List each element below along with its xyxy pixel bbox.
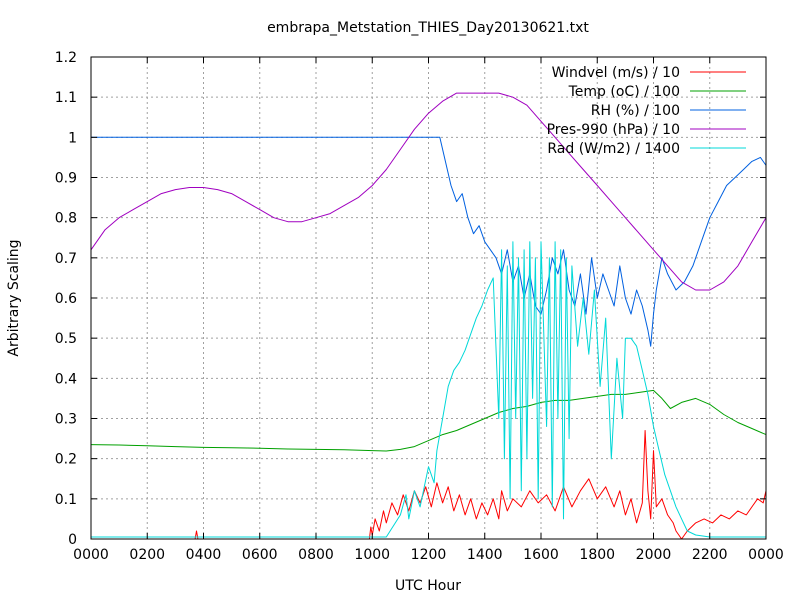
series-line-2: [90, 389, 767, 452]
x-tick-label: 0800: [298, 547, 334, 563]
series-line-4: [90, 92, 767, 291]
legend-label: Rad (W/m2) / 1400: [547, 141, 680, 157]
series-line-1: [91, 430, 767, 540]
x-tick-label: 1800: [579, 547, 615, 563]
y-tick-label: 0.4: [55, 371, 77, 387]
x-tick-label: 2200: [692, 547, 728, 563]
x-tick-label: 0000: [73, 547, 109, 563]
y-tick-label: 0.3: [55, 412, 77, 428]
series-line-5: [91, 241, 766, 538]
chart-title: embrapa_Metstation_THIES_Day20130621.txt: [267, 20, 589, 36]
tick-labels: 0000 0200 0400 0600 0800 1000 1200 1400 1600 1800…: [55, 50, 784, 563]
y-tick-label: 0.2: [55, 452, 77, 468]
ticks: [90, 56, 767, 540]
y-tick-label: 0.5: [55, 331, 77, 347]
legend-label: Pres-990 (hPa) / 10: [547, 122, 680, 138]
x-tick-label: 0400: [186, 547, 222, 563]
x-tick-label: 1000: [354, 547, 390, 563]
y-tick-label: 0.6: [55, 291, 77, 307]
x-axis-title: UTC Hour: [395, 578, 461, 594]
y-tick-label: 1.2: [55, 50, 77, 66]
y-tick-label: 0: [68, 532, 77, 548]
x-tick-label: 2000: [636, 547, 672, 563]
x-tick-label: 0600: [242, 547, 278, 563]
y-axis-title: Arbitrary Scaling: [6, 239, 22, 356]
legend-label: RH (%) / 100: [591, 103, 680, 119]
x-tick-label: 0000: [748, 547, 784, 563]
y-tick-label: 0.8: [55, 211, 77, 227]
x-tick-label: 1200: [411, 547, 447, 563]
series-layer: [90, 92, 767, 540]
legend-label: Temp (oC) / 100: [568, 84, 680, 100]
y-tick-label: 0.1: [55, 492, 77, 508]
legend: Windvel (m/s) / 10 Temp (oC) / 100 RH (%) …: [547, 65, 746, 157]
y-tick-label: 1: [68, 130, 77, 146]
y-tick-label: 0.9: [55, 171, 77, 187]
y-tick-label: 0.7: [55, 251, 77, 267]
legend-label: Windvel (m/s) / 10: [552, 65, 680, 81]
x-tick-label: 0200: [129, 547, 165, 563]
series-line-3: [91, 136, 767, 347]
y-tick-label: 1.1: [55, 90, 77, 106]
x-tick-label: 1400: [467, 547, 503, 563]
x-tick-label: 1600: [523, 547, 559, 563]
